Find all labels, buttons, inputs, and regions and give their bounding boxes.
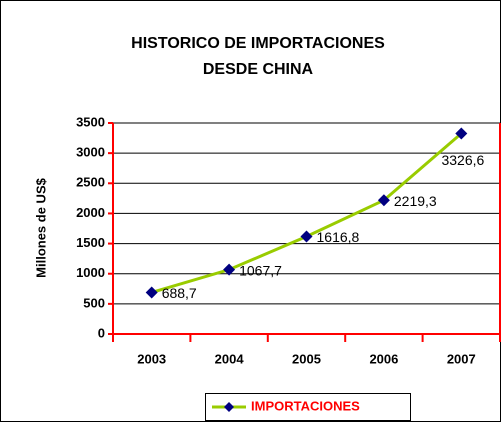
x-tick-label: 2003: [137, 351, 166, 366]
marker: [223, 263, 236, 276]
y-tick-label: 500: [83, 295, 105, 310]
legend-label: IMPORTACIONES: [251, 398, 360, 413]
x-tick-label: 2007: [447, 351, 476, 366]
y-tick-label: 1000: [76, 265, 105, 280]
chart-title: DESDE CHINA: [203, 61, 314, 78]
legend-marker: [224, 402, 234, 412]
marker: [300, 230, 313, 243]
y-tick-label: 3000: [76, 145, 105, 160]
y-tick-label: 2500: [76, 175, 105, 190]
y-axis-label: Millones de US$: [33, 177, 48, 277]
data-label: 688,7: [162, 285, 197, 301]
chart-title: HISTORICO DE IMPORTACIONES: [131, 35, 385, 52]
x-tick-label: 2006: [369, 351, 398, 366]
y-tick-label: 2000: [76, 205, 105, 220]
x-tick-label: 2004: [215, 351, 245, 366]
data-label: 1067,7: [239, 262, 282, 278]
y-tick-label: 3500: [76, 114, 105, 129]
y-tick-label: 1500: [76, 235, 105, 250]
y-tick-label: 0: [98, 325, 105, 340]
data-label: 2219,3: [394, 193, 437, 209]
data-label: 3326,6: [441, 152, 484, 168]
marker: [145, 286, 158, 299]
marker: [455, 127, 468, 140]
x-tick-label: 2005: [292, 351, 321, 366]
marker: [377, 194, 390, 207]
data-label: 1616,8: [317, 229, 360, 245]
